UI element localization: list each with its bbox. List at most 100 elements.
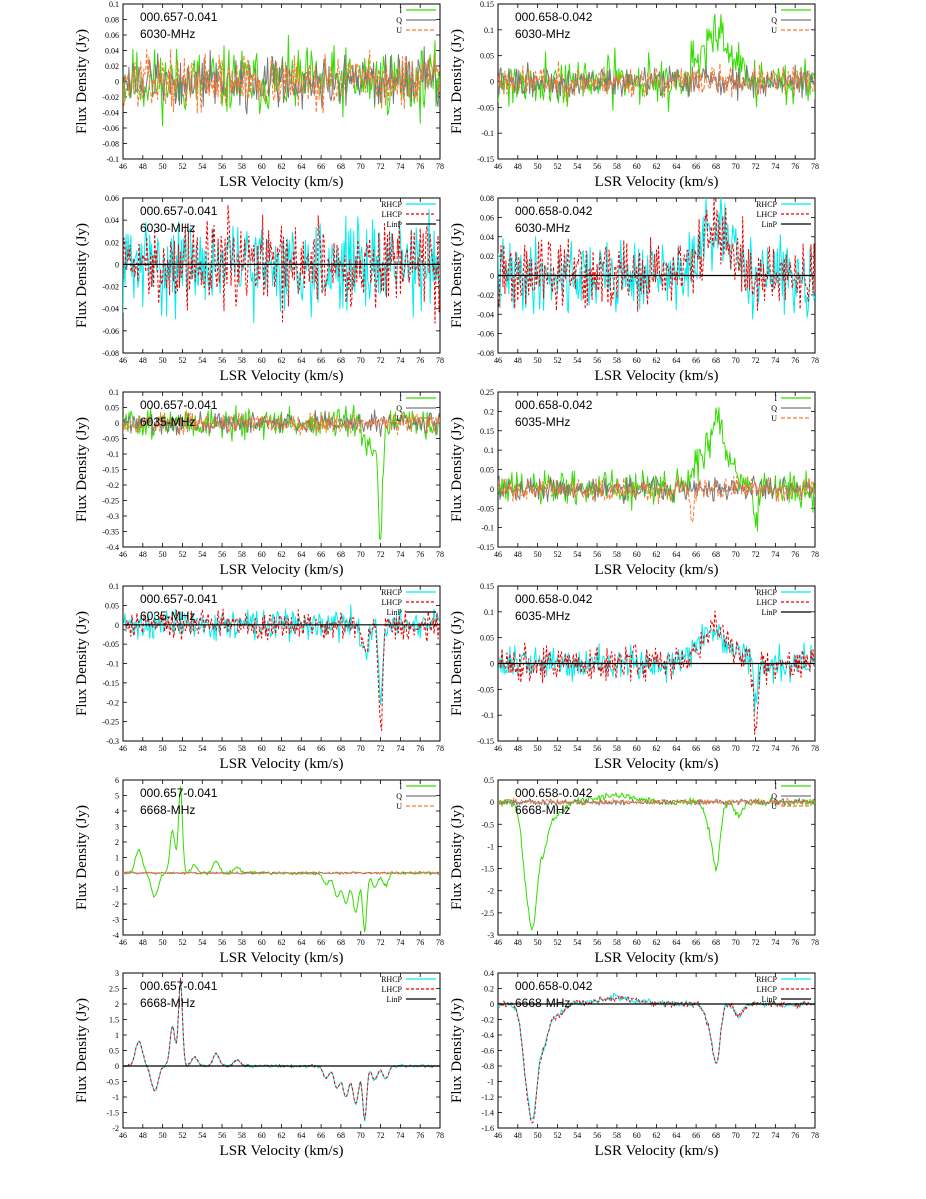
x-tick-label: 52 [178, 162, 186, 171]
x-axis-label: LSR Velocity (km/s) [220, 368, 344, 384]
x-tick-label: 54 [573, 162, 581, 171]
x-tick-label: 70 [732, 550, 740, 559]
series-line-lhcp [498, 198, 815, 312]
x-tick-label: 70 [732, 162, 740, 171]
x-tick-label: 62 [278, 744, 286, 753]
y-tick-label: -0.8 [481, 1062, 494, 1071]
frequency-label: 6035-MHz [140, 415, 195, 429]
x-tick-label: 52 [553, 162, 561, 171]
y-tick-label: 0 [115, 260, 119, 269]
legend-label: U [396, 414, 402, 423]
y-tick-label: -0.1 [106, 155, 119, 164]
y-tick-label: -0.3 [106, 512, 119, 521]
y-tick-label: -0.1 [481, 524, 494, 533]
y-tick-label: -0.25 [102, 497, 119, 506]
x-tick-label: 50 [159, 938, 167, 947]
series-line-u [123, 409, 440, 436]
x-tick-label: 72 [752, 938, 760, 947]
y-tick-label: -0.05 [102, 640, 119, 649]
x-tick-label: 64 [297, 550, 305, 559]
x-tick-label: 58 [238, 356, 246, 365]
legend-label: LinP [761, 995, 777, 1004]
spectrum-plot: 46 48 50 52 54 56 58 60 62 64 66 68 70 72 74 76 78 -0.15 -… [449, 0, 819, 190]
x-tick-label: 46 [119, 938, 127, 947]
y-axis-label: Flux Density (Jy) [74, 998, 90, 1103]
x-tick-label: 46 [494, 1131, 502, 1140]
y-tick-label: 1 [115, 1031, 119, 1040]
x-tick-label: 48 [514, 938, 522, 947]
x-tick-label: 74 [771, 550, 779, 559]
x-tick-label: 62 [653, 1131, 661, 1140]
y-tick-label: -1 [487, 1078, 494, 1087]
x-tick-label: 78 [436, 356, 444, 365]
y-tick-label: -1 [487, 842, 494, 851]
x-tick-label: 52 [178, 356, 186, 365]
y-axis-label: Flux Density (Jy) [449, 223, 465, 328]
x-tick-label: 56 [218, 356, 226, 365]
legend-label: RHCP [756, 200, 777, 209]
x-tick-label: 58 [238, 162, 246, 171]
x-tick-label: 76 [791, 744, 799, 753]
y-tick-label: -1 [112, 1093, 119, 1102]
x-tick-label: 52 [178, 744, 186, 753]
spectrum-plot: 46 48 50 52 54 56 58 60 62 64 66 68 70 72 74 76 78 -2 -1.5… [74, 969, 444, 1159]
x-tick-label: 46 [494, 744, 502, 753]
series-line-q [123, 46, 440, 115]
x-tick-label: 68 [712, 744, 720, 753]
x-tick-label: 46 [494, 162, 502, 171]
x-tick-label: 50 [159, 356, 167, 365]
legend-label: RHCP [756, 588, 777, 597]
y-axis-label: Flux Density (Jy) [449, 611, 465, 716]
y-tick-label: -0.1 [481, 711, 494, 720]
series-line-rhcp [123, 208, 440, 324]
x-tick-label: 68 [712, 550, 720, 559]
series-line-q [498, 475, 815, 505]
x-tick-label: 48 [139, 550, 147, 559]
series-line-u [123, 870, 440, 875]
x-tick-label: 64 [297, 356, 305, 365]
y-tick-label: 0.06 [105, 31, 119, 40]
x-tick-label: 50 [534, 356, 542, 365]
x-tick-label: 74 [771, 356, 779, 365]
y-tick-label: 0.5 [109, 1047, 119, 1056]
x-tick-label: 46 [119, 1131, 127, 1140]
legend-label: RHCP [381, 588, 402, 597]
x-tick-label: 48 [139, 744, 147, 753]
x-tick-label: 56 [218, 744, 226, 753]
x-tick-label: 52 [553, 356, 561, 365]
y-tick-label: -2 [112, 1124, 119, 1133]
y-tick-label: 0 [490, 1000, 494, 1009]
y-tick-label: -0.02 [477, 291, 494, 300]
y-tick-label: 0.02 [105, 238, 119, 247]
x-axis-label: LSR Velocity (km/s) [595, 1143, 719, 1159]
y-tick-label: -0.25 [102, 718, 119, 727]
x-tick-label: 58 [238, 744, 246, 753]
x-tick-label: 78 [811, 356, 819, 365]
frequency-label: 6668-MHz [515, 803, 570, 817]
legend-label: LinP [386, 220, 402, 229]
y-tick-label: -0.15 [477, 737, 494, 746]
y-tick-label: -1.6 [481, 1124, 494, 1133]
y-tick-label: -2 [112, 900, 119, 909]
y-tick-label: -0.6 [481, 1047, 494, 1056]
y-tick-label: -0.3 [106, 737, 119, 746]
y-tick-label: 0.05 [105, 601, 119, 610]
y-tick-label: 0.06 [480, 213, 494, 222]
spectrum-panel: 46 48 50 52 54 56 58 60 62 64 66 68 70 72 74 76 78 -0.4 -0… [43, 386, 444, 578]
y-tick-label: -0.2 [106, 481, 119, 490]
x-tick-label: 68 [337, 744, 345, 753]
x-tick-label: 68 [337, 356, 345, 365]
y-tick-label: 0.1 [109, 388, 119, 397]
x-tick-label: 74 [396, 1131, 404, 1140]
series-line-lhcp [123, 204, 440, 324]
x-tick-label: 48 [139, 162, 147, 171]
x-tick-label: 74 [771, 938, 779, 947]
y-axis-label: Flux Density (Jy) [449, 998, 465, 1103]
x-tick-label: 50 [159, 744, 167, 753]
x-tick-label: 72 [377, 744, 385, 753]
x-tick-label: 62 [653, 550, 661, 559]
frequency-label: 6030-MHz [140, 221, 195, 235]
y-tick-label: -0.5 [106, 1078, 119, 1087]
x-tick-label: 74 [396, 550, 404, 559]
x-tick-label: 54 [198, 1131, 206, 1140]
